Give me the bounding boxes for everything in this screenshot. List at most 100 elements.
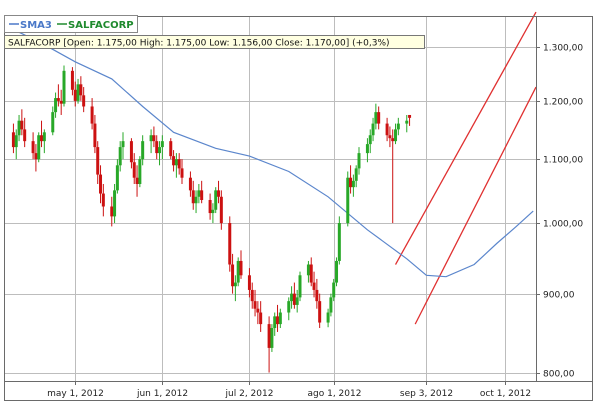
legend-box [4, 15, 138, 33]
candle-27 [115, 159, 119, 194]
candle-46 [191, 180, 195, 210]
candle-body [228, 223, 232, 265]
candle-body [346, 177, 350, 224]
candle-body [42, 132, 46, 142]
candle-75 [306, 260, 310, 283]
candle-body [349, 177, 353, 188]
sma-series [13, 28, 534, 278]
candle-15 [70, 67, 74, 96]
candle-11 [54, 92, 58, 118]
y-tick-label-3: 1.100,00 [543, 156, 583, 166]
candle-body [51, 112, 55, 133]
candle-body [256, 308, 260, 313]
candle-94 [377, 106, 381, 130]
candle-63 [256, 301, 260, 325]
candle-body [405, 120, 409, 124]
candle-body [377, 112, 381, 124]
candle-body [278, 312, 282, 325]
candle-body [385, 123, 389, 136]
candle-25 [110, 196, 114, 227]
candle-21 [93, 114, 97, 154]
candle-54 [219, 190, 223, 230]
sma3-line [13, 28, 534, 278]
candle-62 [253, 289, 257, 317]
candle-30 [129, 138, 133, 169]
candle-91 [368, 129, 372, 154]
candle-84 [337, 216, 341, 265]
x-tick-label-2: jul 2, 2012 [225, 389, 274, 399]
candle-body [96, 147, 100, 175]
trend-channel [394, 11, 537, 325]
candle-64 [259, 301, 263, 332]
channel-line-1 [414, 86, 537, 325]
candle-body [267, 324, 271, 348]
candle-body [197, 190, 201, 197]
candle-80 [326, 308, 330, 328]
candle-95 [385, 117, 389, 142]
candle-body [200, 190, 204, 200]
candle-34 [141, 135, 145, 166]
candle-body [118, 147, 122, 166]
candle-body [160, 141, 164, 148]
candle-92 [371, 117, 375, 142]
candle-82 [332, 278, 336, 302]
candle-85 [346, 171, 350, 227]
candle-68 [276, 304, 280, 332]
candle-48 [197, 183, 201, 204]
candle-26 [113, 183, 117, 224]
candle-24 [101, 183, 105, 217]
candle-body [152, 135, 156, 142]
candle-74 [298, 271, 302, 302]
candle-body [315, 289, 319, 302]
candle-body [298, 275, 302, 298]
candle-39 [160, 135, 164, 160]
candle-body [188, 177, 192, 191]
candle-body [101, 193, 105, 207]
candle-body [99, 174, 103, 194]
x-tick-label-4: sep 3, 2012 [400, 389, 453, 399]
candle-body [391, 138, 395, 142]
candle-body [110, 206, 114, 217]
candle-9 [42, 129, 46, 154]
candle-body [312, 282, 316, 290]
candle-body [20, 120, 24, 130]
x-axis-frame [4, 381, 593, 401]
candle-72 [292, 282, 296, 309]
y-tick-label-5: 1.300,00 [543, 44, 583, 54]
candle-22 [96, 141, 100, 184]
candle-body [113, 190, 117, 217]
candle-body [90, 106, 94, 124]
candle-body [354, 168, 358, 181]
candle-99 [396, 117, 400, 136]
candle-body [194, 196, 198, 204]
candle-45 [188, 171, 192, 197]
candle-body [388, 135, 392, 139]
candle-50 [208, 193, 212, 220]
candle-66 [270, 324, 274, 352]
candle-81 [329, 293, 333, 317]
candle-57 [233, 275, 237, 302]
info-bar-box [4, 35, 425, 49]
candle-body [365, 144, 369, 154]
candle-body [318, 301, 322, 323]
candle-body [138, 159, 142, 184]
candle-56 [231, 253, 235, 294]
candle-40 [169, 138, 173, 160]
candle-body [121, 141, 125, 148]
candle-body [174, 159, 178, 166]
candle-90 [365, 138, 369, 163]
candle-body [11, 132, 15, 148]
candle-body [82, 95, 86, 107]
candle-98 [394, 123, 398, 145]
candle-body [239, 260, 243, 276]
y-tick-label-4: 1.200,00 [543, 98, 583, 108]
candle-18 [79, 76, 83, 101]
candle-17 [76, 78, 80, 104]
candle-86 [349, 165, 353, 194]
candle-41 [172, 150, 176, 172]
candle-76 [309, 257, 313, 287]
candle-14 [62, 65, 66, 107]
candle-body [273, 316, 277, 329]
